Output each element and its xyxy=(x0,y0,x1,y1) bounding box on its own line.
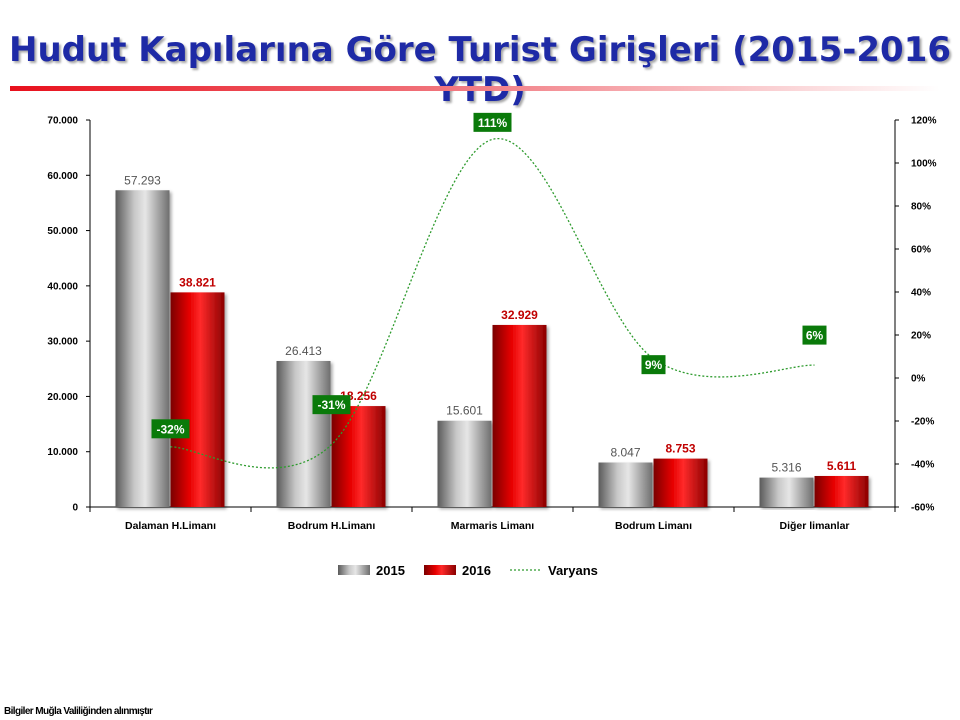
x-category-label: Bodrum Limanı xyxy=(615,520,692,532)
variance-label-box xyxy=(151,419,190,439)
y-tick-label: 60.000 xyxy=(47,171,78,182)
bar-2015 xyxy=(115,190,170,507)
variance-label: 111% xyxy=(478,116,508,130)
bar-2016 xyxy=(331,406,386,507)
legend-label-variance: Varyans xyxy=(548,563,598,578)
y-tick-label: 30.000 xyxy=(47,337,78,348)
bar-2016 xyxy=(492,324,547,507)
data-label-2016: 8.753 xyxy=(665,442,695,456)
y2-tick-label: 120% xyxy=(911,116,937,127)
source-footnote: Bilgiler Muğla Valiliğinden alınmıştır xyxy=(4,706,153,717)
y-tick-label: 20.000 xyxy=(47,392,78,403)
y-tick-label: 50.000 xyxy=(47,226,78,237)
y2-tick-label: -20% xyxy=(911,417,934,428)
y-tick-label: 0 xyxy=(72,503,78,514)
y-tick-label: 70.000 xyxy=(47,116,78,127)
data-label-2015: 15.601 xyxy=(446,404,483,418)
data-label-2015: 8.047 xyxy=(610,446,640,460)
y2-tick-label: -40% xyxy=(911,460,934,471)
y2-tick-label: 80% xyxy=(911,202,931,213)
variance-label-box xyxy=(802,325,827,345)
bar-2016 xyxy=(653,458,708,507)
data-label-2016: 5.611 xyxy=(827,459,857,473)
y2-tick-label: -60% xyxy=(911,503,934,514)
variance-label-box xyxy=(312,395,351,415)
y2-tick-label: 40% xyxy=(911,288,931,299)
y2-tick-label: 60% xyxy=(911,245,931,256)
y2-tick-label: 0% xyxy=(911,374,926,385)
data-label-2015: 5.316 xyxy=(771,461,801,475)
variance-label: -32% xyxy=(156,422,184,436)
bar-2015 xyxy=(276,360,331,507)
legend-swatch-2016 xyxy=(424,565,456,575)
legend-swatch-2015 xyxy=(338,565,370,575)
tourist-entries-chart: 0 10.000 20.000 30.000 40.000 50.000 60.000 70.… xyxy=(47,112,937,578)
variance-label: -31% xyxy=(317,398,345,412)
bar-2015 xyxy=(598,462,653,507)
variance-label: 9% xyxy=(645,358,663,372)
data-label-2016: 32.929 xyxy=(501,308,538,322)
legend-label-2015: 2015 xyxy=(376,563,405,578)
bar-2016 xyxy=(170,292,225,507)
bar-2015 xyxy=(437,420,492,507)
variance-line xyxy=(170,138,815,469)
y2-tick-label: 20% xyxy=(911,331,931,342)
bar-2015 xyxy=(759,477,814,507)
bar-2016 xyxy=(814,475,869,507)
legend-label-2016: 2016 xyxy=(462,563,491,578)
data-label-2015: 26.413 xyxy=(285,344,322,358)
variance-label-box xyxy=(641,355,666,375)
y-tick-label: 40.000 xyxy=(47,281,78,292)
y2-tick-label: 100% xyxy=(911,159,937,170)
data-label-2015: 57.293 xyxy=(124,173,161,187)
x-category-label: Diğer limanlar xyxy=(779,520,849,532)
data-label-2016: 38.821 xyxy=(179,275,216,289)
slide-title: Hudut Kapılarına Göre Turist Girişleri (… xyxy=(8,30,952,110)
variance-label: 6% xyxy=(806,329,824,343)
x-category-label: Dalaman H.Limanı xyxy=(125,520,216,532)
variance-label-box xyxy=(473,112,512,132)
title-underline xyxy=(10,86,940,91)
x-category-label: Bodrum H.Limanı xyxy=(288,520,376,532)
x-category-label: Marmaris Limanı xyxy=(451,520,535,532)
y-tick-label: 10.000 xyxy=(47,447,78,458)
